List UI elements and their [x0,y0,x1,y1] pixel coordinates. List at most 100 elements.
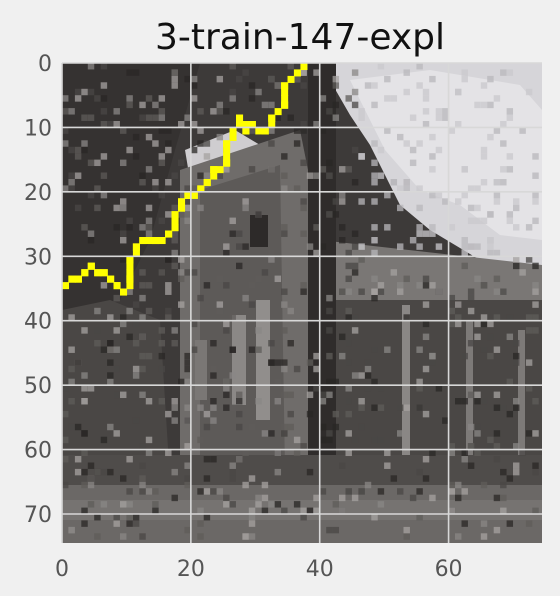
noise-pixel [339,288,346,295]
noise-pixel [132,69,140,76]
noise-pixel [203,282,211,289]
noise-pixel [371,514,378,521]
noise-pixel [145,352,153,360]
noise-pixel [242,69,249,76]
noise-pixel [165,282,172,289]
noise-pixel [203,153,211,160]
noise-pixel [442,417,449,424]
noise-pixel [467,391,475,399]
noise-pixel [158,95,166,102]
noise-pixel [300,514,307,521]
noise-pixel [313,69,320,76]
noise-pixel [178,256,185,263]
noise-pixel [319,436,327,444]
noise-pixel [403,404,410,411]
noise-pixel [532,468,539,476]
explanation-pixel [165,230,173,238]
noise-pixel [242,294,249,302]
noise-pixel [371,249,378,257]
explanation-pixel [261,127,269,135]
noise-pixel [532,314,539,321]
noise-pixel [68,398,75,405]
noise-pixel [467,443,475,450]
noise-pixel [87,237,95,244]
noise-pixel [351,101,359,109]
noise-pixel [158,159,166,167]
noise-pixel [184,185,191,192]
noise-pixel [223,378,230,386]
noise-pixel [293,140,301,147]
noise-pixel [145,133,153,141]
noise-pixel [100,191,108,199]
explanation-pixel [268,121,276,129]
noise-pixel [126,224,133,231]
noise-pixel [525,520,533,527]
noise-pixel [319,488,327,495]
noise-pixel [132,514,140,521]
noise-pixel [513,468,520,476]
noise-pixel [371,275,378,283]
noise-pixel [139,224,146,231]
noise-pixel [242,481,249,489]
noise-pixel [409,146,417,154]
noise-pixel [287,114,294,121]
noise-pixel [152,179,159,186]
noise-pixel [332,82,340,89]
noise-pixel [506,314,514,321]
noise-pixel [397,185,404,192]
noise-pixel [87,230,95,237]
noise-pixel [532,462,539,469]
noise-pixel [87,475,95,482]
noise-pixel [339,333,346,341]
porch-column [466,320,473,455]
noise-pixel [94,514,101,521]
noise-pixel [281,423,288,431]
noise-pixel [210,456,217,463]
noise-pixel [242,533,249,540]
noise-pixel [100,82,108,89]
noise-pixel [268,101,275,109]
noise-pixel [158,153,166,160]
noise-pixel [126,288,133,295]
noise-pixel [171,237,178,244]
noise-pixel [242,198,249,205]
noise-pixel [506,410,514,418]
noise-pixel [184,114,191,121]
noise-pixel [416,185,423,192]
noise-pixel [332,526,340,534]
noise-pixel [371,237,378,244]
noise-pixel [339,224,346,231]
noise-pixel [319,243,327,250]
noise-pixel [165,314,172,321]
noise-pixel [248,475,256,482]
noise-pixel [506,108,514,115]
noise-pixel [326,294,333,302]
noise-pixel [68,365,75,373]
noise-pixel [358,153,365,160]
noise-pixel [313,365,320,373]
noise-pixel [358,488,365,495]
noise-pixel [358,198,365,205]
noise-pixel [422,320,430,328]
explanation-pixel [274,108,282,116]
noise-pixel [506,217,514,225]
noise-pixel [422,410,430,418]
noise-pixel [197,108,204,115]
noise-pixel [493,288,501,295]
noise-pixel [422,333,430,341]
noise-pixel [229,372,236,379]
explanation-pixel [74,275,82,283]
noise-pixel [397,430,404,437]
noise-pixel [281,153,288,160]
noise-pixel [242,243,249,250]
noise-pixel [326,526,333,534]
noise-pixel [210,365,217,373]
noise-pixel [371,378,378,386]
noise-pixel [87,481,95,489]
noise-pixel [100,282,108,289]
noise-pixel [139,443,146,450]
noise-pixel [255,327,262,334]
explanation-pixel [281,101,289,109]
noise-pixel [339,191,346,199]
noise-pixel [178,301,185,308]
